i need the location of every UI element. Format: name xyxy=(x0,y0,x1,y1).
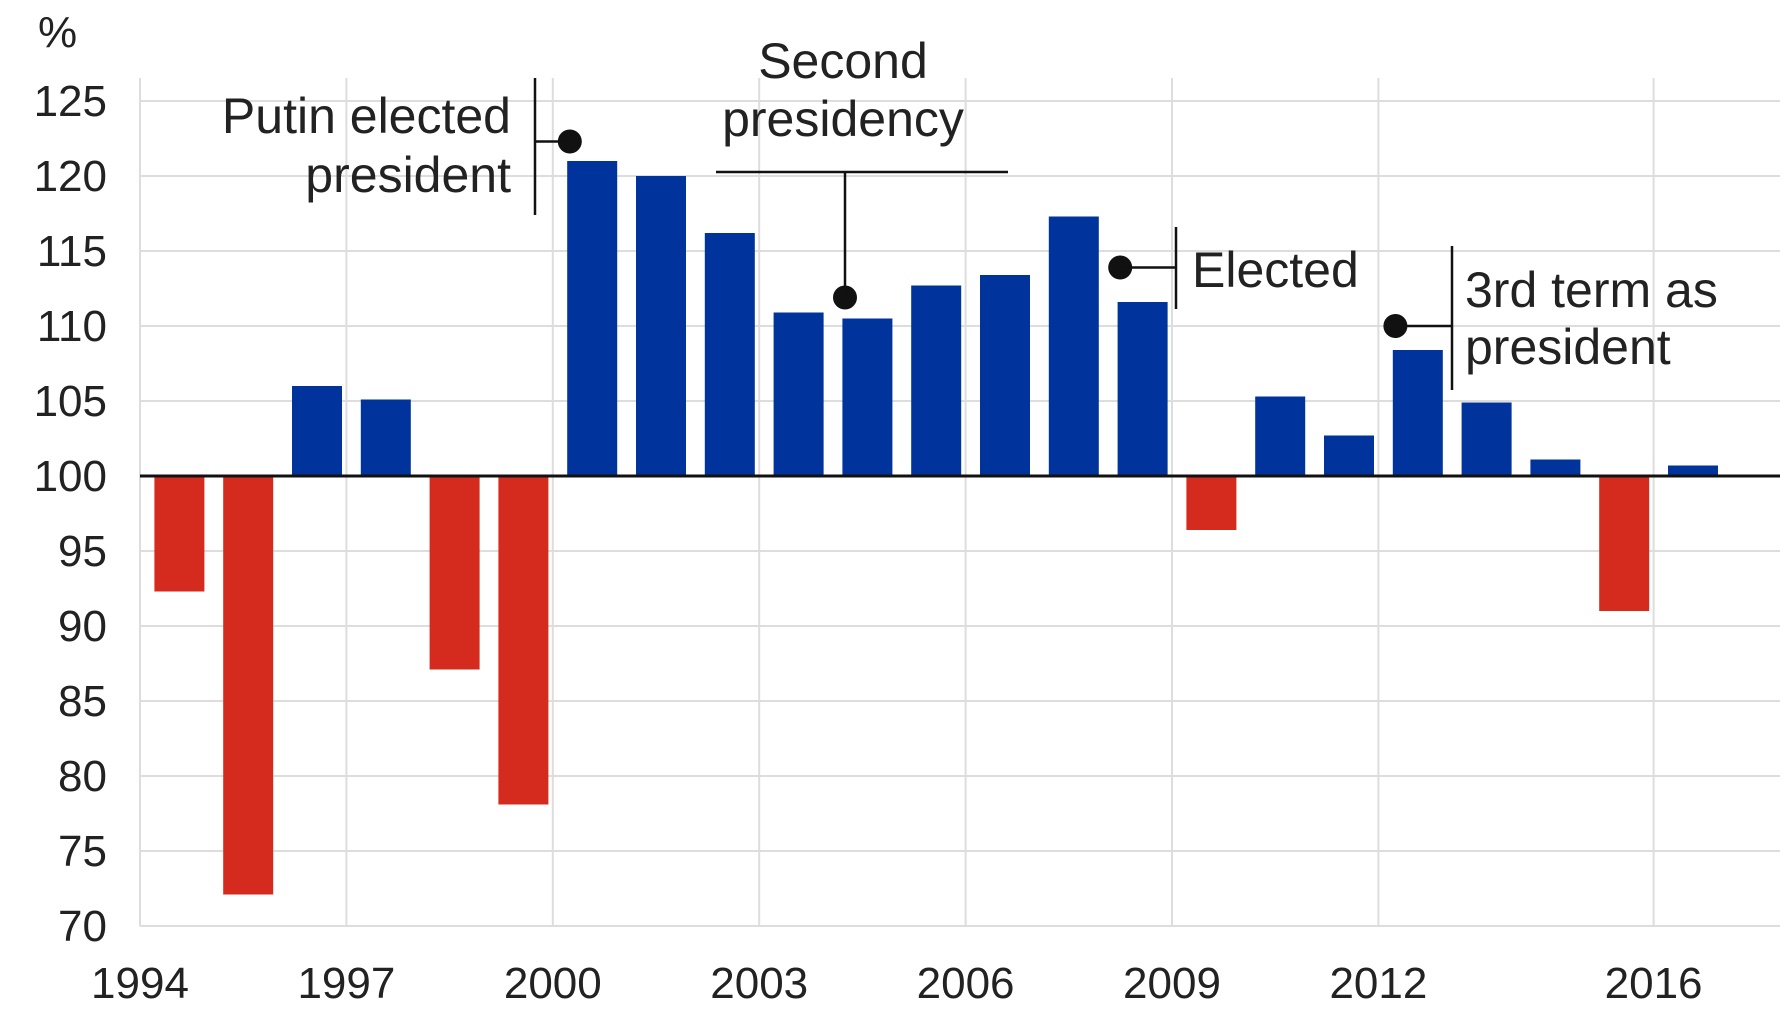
gridlines xyxy=(139,78,1780,927)
annotation-line: presidency xyxy=(722,91,964,147)
y-tick-label: 70 xyxy=(58,902,107,951)
bar-1997 xyxy=(292,386,342,476)
y-tick-label: 90 xyxy=(58,602,107,651)
annotation-leader xyxy=(533,78,570,215)
y-tick-label: 115 xyxy=(37,227,107,276)
y-tick-label: 110 xyxy=(37,302,107,351)
annotation-line: Second xyxy=(758,33,928,89)
bars xyxy=(154,161,1718,895)
x-tick-label: 2000 xyxy=(504,959,602,1008)
bar-2006 xyxy=(911,285,962,476)
bar-2011 xyxy=(1255,396,1306,476)
y-tick-label: 75 xyxy=(58,827,107,876)
annotation-line: Putin elected xyxy=(222,88,511,144)
y-tick-label: 125 xyxy=(34,77,107,126)
x-tick-label: 2012 xyxy=(1329,959,1427,1008)
bar-2000 xyxy=(498,476,549,805)
bar-2004 xyxy=(773,312,824,476)
bar-1998 xyxy=(360,399,411,476)
y-tick-label: 105 xyxy=(34,377,107,426)
annotation-label: Second presidency xyxy=(722,33,964,147)
y-tick-label: 85 xyxy=(58,677,107,726)
bar-2002 xyxy=(636,176,686,476)
x-tick-label: 2009 xyxy=(1123,959,1221,1008)
annotation-label: Putin elected president xyxy=(222,88,511,203)
bar-2015 xyxy=(1530,459,1581,476)
annotation-leader xyxy=(716,170,1008,298)
bar-2014 xyxy=(1461,402,1512,476)
x-tick-label: 1994 xyxy=(91,959,189,1008)
bar-2012 xyxy=(1324,435,1374,476)
annotation-line: 3rd term as xyxy=(1465,262,1718,318)
bar-2008 xyxy=(1048,216,1099,476)
annotation-label: 3rd term as president xyxy=(1465,262,1718,375)
bar-2005 xyxy=(842,318,893,476)
y-tick-label: 120 xyxy=(34,152,107,201)
annotation-label: Elected xyxy=(1192,242,1359,298)
bar-1999 xyxy=(429,476,480,670)
bar-2001 xyxy=(567,161,618,476)
bar-2013 xyxy=(1392,350,1443,476)
bar-1996 xyxy=(223,476,274,895)
bar-2009 xyxy=(1117,302,1168,476)
y-tick-label: 95 xyxy=(58,527,107,576)
x-tick-label: 2003 xyxy=(710,959,808,1008)
y-axis-ticks: 125 120 115 110 105 100 95 90 85 80 75 70 xyxy=(34,77,107,951)
bar-2016 xyxy=(1599,476,1650,611)
bar-1995 xyxy=(154,476,205,592)
annotation-line: president xyxy=(305,147,511,203)
x-axis-ticks: 1994 1997 2000 2003 2006 2009 2012 2016 xyxy=(91,959,1702,1008)
y-tick-label: 100 xyxy=(34,452,107,501)
annotation-line: president xyxy=(1465,319,1671,375)
x-tick-label: 1997 xyxy=(297,959,395,1008)
x-tick-label: 2006 xyxy=(917,959,1015,1008)
annotation-line: Elected xyxy=(1192,242,1359,298)
bar-2017 xyxy=(1668,465,1718,476)
y-axis-unit-label: % xyxy=(38,8,77,57)
bar-2003 xyxy=(704,233,755,476)
bar-2007 xyxy=(980,275,1030,476)
annotation-leader xyxy=(1120,227,1178,309)
annotation-leader xyxy=(1395,246,1454,390)
x-tick-label: 2016 xyxy=(1605,959,1703,1008)
y-tick-label: 80 xyxy=(58,752,107,801)
bar-2010 xyxy=(1186,476,1237,530)
